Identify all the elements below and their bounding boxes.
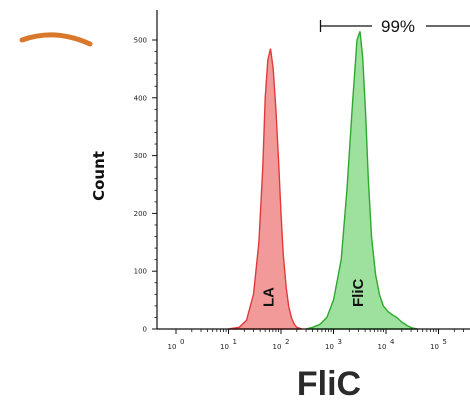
x-tick-exponent-0: 0 (180, 338, 184, 346)
x-tick-label-5: 10 (430, 343, 439, 351)
y-tick-label-500: 500 (134, 37, 147, 45)
scribble-mark (19, 32, 93, 47)
series-label-la: LA (261, 287, 278, 307)
gate-percent-label: 99% (381, 17, 415, 36)
x-tick-exponent-4: 4 (390, 338, 395, 346)
x-axis-title: FliC (297, 365, 361, 403)
x-tick-label-2: 10 (273, 343, 282, 351)
series-area-la (228, 48, 303, 330)
y-tick-label-400: 400 (134, 94, 147, 102)
y-tick-label-100: 100 (134, 268, 147, 276)
series-label-flic: FliC (350, 279, 367, 307)
y-tick-label-300: 300 (134, 152, 147, 160)
y-tick-label-0: 0 (143, 326, 147, 334)
x-tick-label-4: 10 (378, 343, 387, 351)
x-tick-exponent-5: 5 (443, 338, 447, 346)
x-tick-exponent-2: 2 (285, 338, 289, 346)
x-ticks: 100101102103104105106 (168, 329, 464, 351)
x-tick-exponent-3: 3 (338, 338, 342, 346)
y-ticks: 0 100 200 300 400 500 (134, 37, 157, 334)
y-axis-label: Count (90, 151, 108, 201)
series-area-flic (305, 31, 418, 330)
x-tick-label-1: 10 (220, 343, 229, 351)
axes (156, 10, 470, 330)
x-tick-label-3: 10 (325, 343, 334, 351)
gate-marker: 99% (319, 17, 470, 36)
x-tick-label-0: 10 (168, 343, 177, 351)
series-layer: LA FliC (228, 31, 418, 330)
x-tick-exponent-1: 1 (233, 338, 237, 346)
y-tick-label-200: 200 (134, 210, 147, 218)
